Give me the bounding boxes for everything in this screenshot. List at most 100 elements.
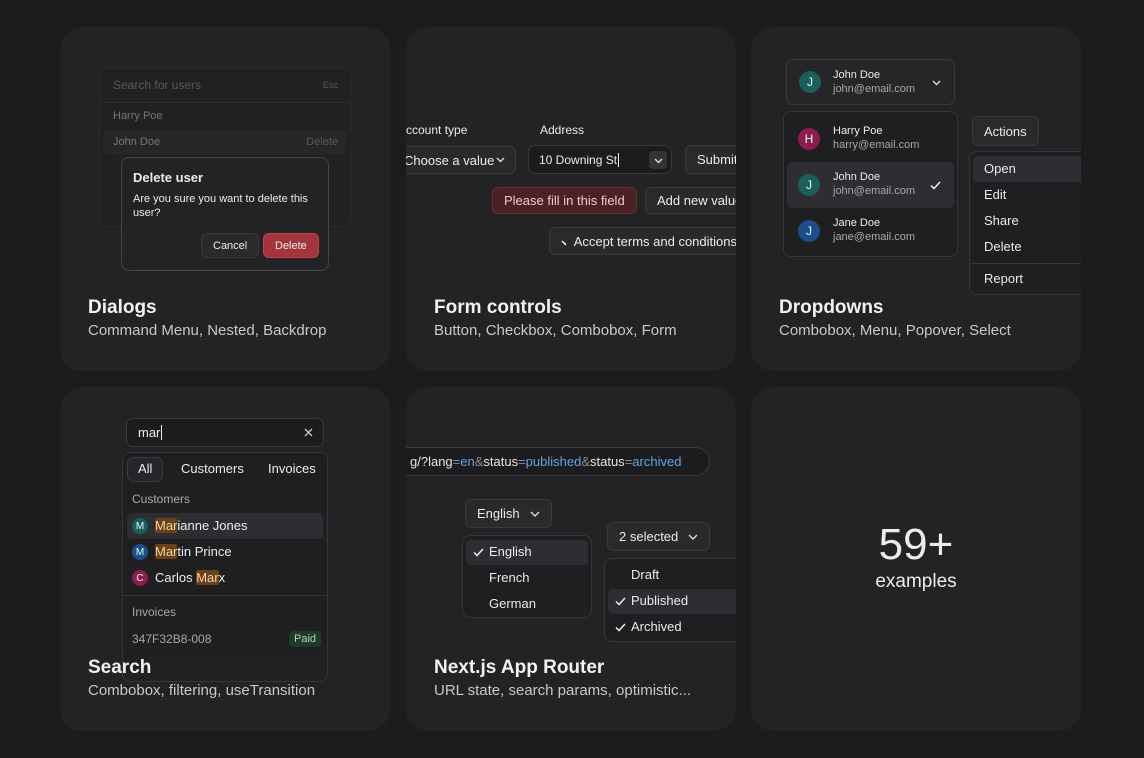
error-button[interactable]: Please fill in this field xyxy=(492,187,637,214)
user-name[interactable]: Jane Doe xyxy=(833,217,881,229)
chevron-icon xyxy=(496,157,505,163)
name-part: ianne Jones xyxy=(177,518,248,533)
checkbox-label: Accept terms and conditions xyxy=(573,233,736,249)
row-highlight xyxy=(103,130,347,154)
option[interactable]: Published xyxy=(631,593,689,608)
value-text: 10 Downing St xyxy=(539,153,618,167)
tab[interactable]: Customers xyxy=(181,461,244,476)
card-dropdowns[interactable]: J John Doe john@email.com H Harry Poe harr… xyxy=(751,27,1081,371)
avatar: J xyxy=(798,220,820,242)
submit-button[interactable]: Submit xyxy=(685,145,736,174)
card-title: Next.js App Router xyxy=(434,657,605,678)
count-label: examples xyxy=(875,571,957,592)
search-placeholder: Search for users xyxy=(113,78,202,92)
clear-icon[interactable] xyxy=(304,428,313,437)
option[interactable]: French xyxy=(489,570,530,585)
url-val: published xyxy=(525,454,582,469)
card-title: Dropdowns xyxy=(779,297,884,318)
option[interactable]: Archived xyxy=(631,619,682,634)
tab[interactable]: Invoices xyxy=(268,461,316,476)
combobox-toggle[interactable] xyxy=(649,151,667,169)
user-email: john@email.com xyxy=(833,83,916,95)
chevron-icon xyxy=(932,80,941,86)
card-title: Search xyxy=(88,657,152,678)
input-value: 10 Downing St xyxy=(539,150,620,170)
group-label: Invoices xyxy=(132,605,177,619)
invoice-id: 347F32B8-008 xyxy=(132,632,212,646)
user-email: jane@email.com xyxy=(833,231,916,243)
cancel-button[interactable]: Cancel xyxy=(201,233,260,258)
option-highlight xyxy=(608,589,736,614)
card-subtitle: Command Menu, Nested, Backdrop xyxy=(88,322,327,339)
url-sep: = xyxy=(518,454,526,469)
url-key: status xyxy=(590,454,625,469)
user-combobox[interactable]: J John Doe john@email.com xyxy=(786,59,955,105)
url-text: g/?lang=en&status=published&status=archi… xyxy=(410,452,681,472)
card-subtitle: Button, Checkbox, Combobox, Form xyxy=(434,322,677,339)
count: 59+ xyxy=(878,520,954,569)
card-subtitle: Combobox, Menu, Popover, Select xyxy=(779,322,1011,339)
url-sep: & xyxy=(581,454,590,469)
customer-name[interactable]: Carlos Marx xyxy=(155,568,225,588)
menu-item[interactable]: Edit xyxy=(984,187,1007,202)
user-email: harry@email.com xyxy=(833,139,920,151)
menu-item[interactable]: Delete xyxy=(984,239,1022,254)
option[interactable]: English xyxy=(489,544,532,559)
add-button[interactable]: Add new value xyxy=(645,187,736,214)
match: Mar xyxy=(155,544,178,559)
customer-name[interactable]: Marianne Jones xyxy=(155,516,248,536)
menu-item[interactable]: Report xyxy=(984,271,1024,286)
actions-menu: Open Edit Share Delete Report xyxy=(969,151,1081,295)
url-sep: & xyxy=(474,454,484,469)
card-search[interactable]: mar All Customers Invoices Customers Inv… xyxy=(60,387,390,731)
card-forms[interactable]: Account type Choose a value Address 10 D… xyxy=(406,27,736,371)
check-icon xyxy=(561,240,566,246)
card-nextjs[interactable]: g/?lang=en&status=published&status=archi… xyxy=(406,387,736,731)
name-part: tin Prince xyxy=(177,544,232,559)
url-val: en xyxy=(460,454,475,469)
field-label: Address xyxy=(540,123,585,137)
option[interactable]: Draft xyxy=(631,567,660,582)
status-select[interactable]: 2 selected xyxy=(607,522,711,551)
user-name[interactable]: John Doe xyxy=(833,171,881,183)
tab[interactable]: All xyxy=(138,461,153,476)
match: Mar xyxy=(196,570,219,585)
menu-item[interactable]: Share xyxy=(984,213,1019,228)
user-name[interactable]: Harry Poe xyxy=(833,125,883,137)
terms-checkbox[interactable]: Accept terms and conditions xyxy=(549,227,736,255)
url-bar: g/?lang=en&status=published&status=archi… xyxy=(406,447,710,476)
menu-item[interactable]: Open xyxy=(984,161,1016,176)
user-row: Harry Poe xyxy=(113,110,163,122)
name-part: Carlos xyxy=(155,570,197,585)
search-value: mar xyxy=(138,423,163,443)
avatar: M xyxy=(132,518,148,534)
search-input[interactable]: mar xyxy=(126,418,324,447)
esc-hint: Esc xyxy=(322,80,338,90)
placeholder: Choose a value xyxy=(406,152,495,168)
tab-active[interactable] xyxy=(127,457,163,482)
avatar: J xyxy=(799,71,821,93)
card-more[interactable]: 59+ examples xyxy=(751,387,1081,731)
account-combobox[interactable]: Choose a value xyxy=(406,146,516,174)
url-val: archived xyxy=(632,454,682,469)
divider xyxy=(100,102,350,103)
card-dialogs[interactable]: Search for users Esc Harry Poe John Doe … xyxy=(60,27,390,371)
row-action: Delete xyxy=(306,136,338,148)
user-email: john@email.com xyxy=(833,185,916,197)
check-icon xyxy=(615,623,626,632)
address-input[interactable]: 10 Downing St xyxy=(528,145,672,174)
customer-name[interactable]: Martin Prince xyxy=(155,542,232,562)
card-title: Dialogs xyxy=(88,297,157,318)
match: Mar xyxy=(155,518,178,533)
language-select[interactable]: English xyxy=(465,499,552,528)
delete-button[interactable]: Delete xyxy=(263,233,319,258)
language-listbox: English French German xyxy=(462,535,592,618)
search-results: All Customers Invoices Customers Invoice… xyxy=(122,452,328,682)
avatar: M xyxy=(132,544,148,560)
user-row: John Doe xyxy=(113,136,161,148)
dialog-title: Delete user xyxy=(133,170,204,185)
actions-button[interactable]: Actions xyxy=(972,116,1039,146)
option[interactable]: German xyxy=(489,596,536,611)
